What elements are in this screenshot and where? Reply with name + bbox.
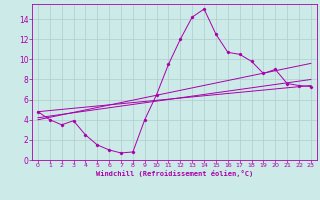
X-axis label: Windchill (Refroidissement éolien,°C): Windchill (Refroidissement éolien,°C) [96,170,253,177]
